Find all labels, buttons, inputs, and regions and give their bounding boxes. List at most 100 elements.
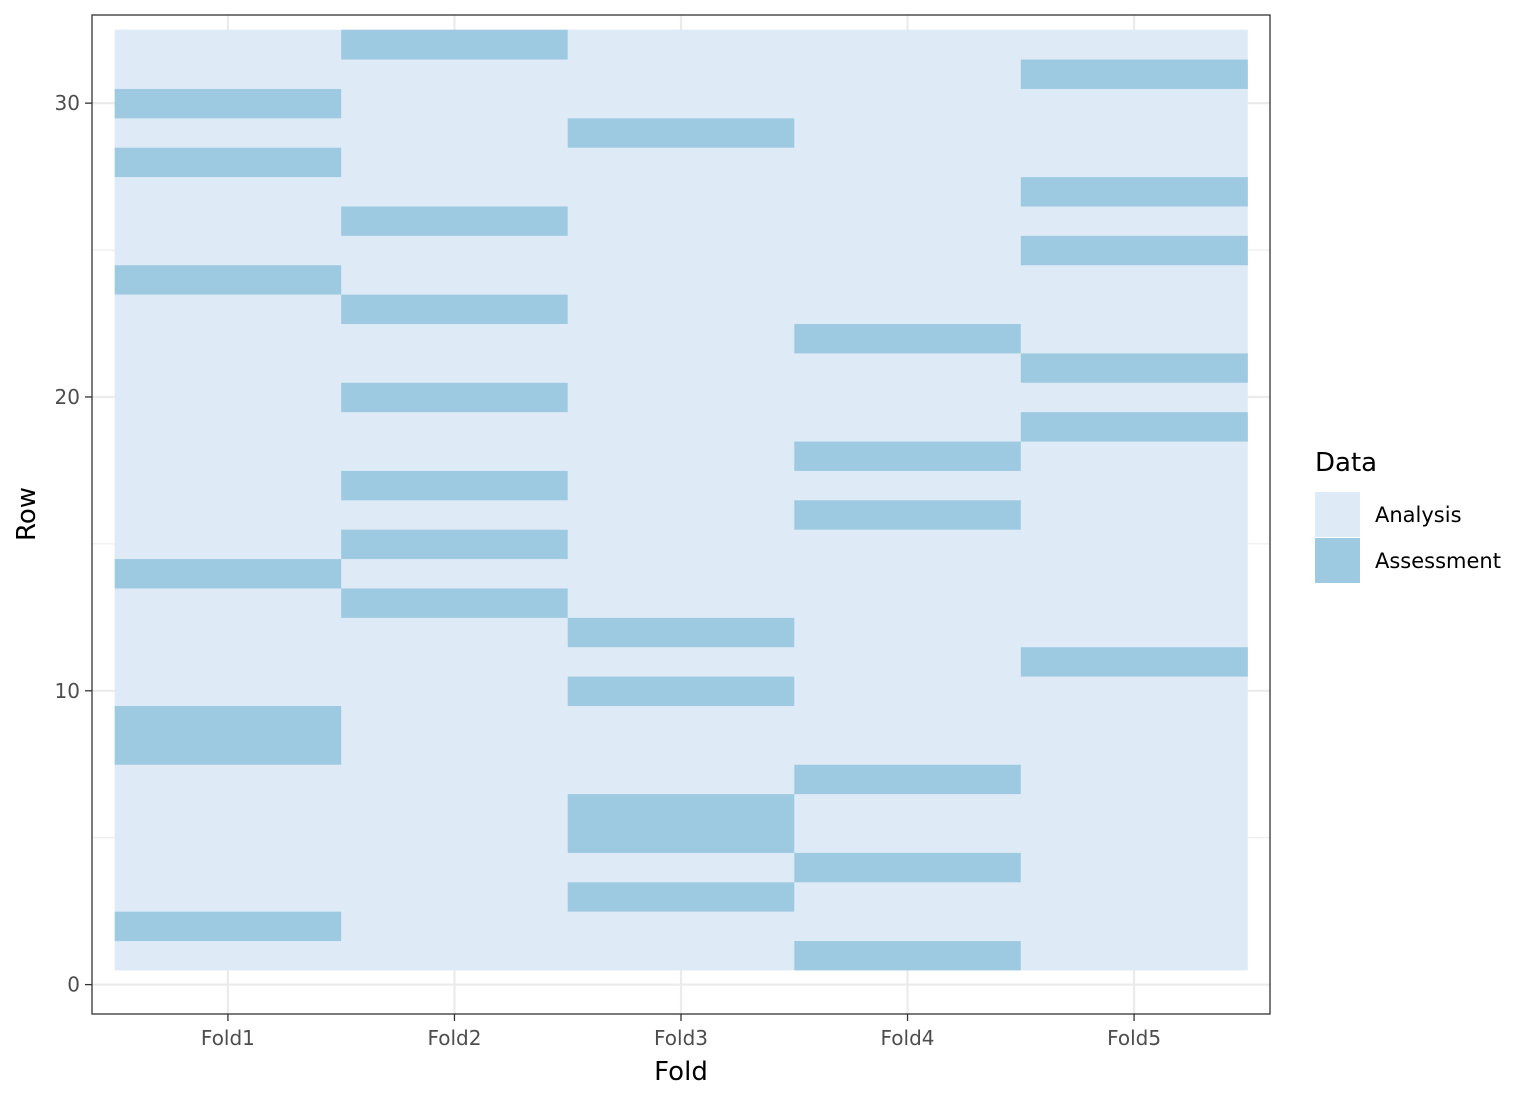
tile-analysis — [341, 411, 569, 442]
tile-analysis — [1020, 705, 1248, 736]
tile-analysis — [567, 529, 795, 560]
tile-analysis — [567, 323, 795, 354]
tile-analysis — [114, 176, 342, 207]
x-axis: Fold1 Fold2 Fold3 Fold4 Fold5 — [201, 1014, 1161, 1050]
legend-label-assessment: Assessment — [1375, 549, 1501, 573]
tile-assessment — [567, 823, 795, 853]
tile-assessment — [341, 294, 569, 325]
tile-analysis — [341, 617, 569, 648]
tile-analysis — [1020, 793, 1248, 824]
tile-assessment — [114, 734, 342, 765]
y-tick-label: 30 — [55, 91, 80, 115]
tile-analysis — [1020, 940, 1248, 971]
tile-assessment — [341, 470, 569, 501]
tile-analysis — [567, 29, 795, 60]
tile-analysis — [794, 352, 1022, 383]
tile-analysis — [341, 793, 569, 824]
tile-analysis — [794, 382, 1022, 413]
tile-assessment — [567, 881, 795, 912]
tile-analysis — [794, 176, 1022, 207]
tile-assessment — [1020, 646, 1248, 677]
tile-analysis — [1020, 676, 1248, 706]
legend-label-analysis: Analysis — [1375, 503, 1462, 527]
tile-assessment — [114, 558, 342, 589]
tile-analysis — [341, 352, 569, 383]
tile-analysis — [341, 176, 569, 207]
tile-assessment — [567, 617, 795, 648]
x-tick-label: Fold4 — [881, 1026, 935, 1050]
legend-key-analysis — [1315, 492, 1360, 537]
tile-analysis — [794, 88, 1022, 119]
tile-analysis — [114, 235, 342, 266]
tile-assessment — [794, 940, 1022, 971]
tile-analysis — [567, 147, 795, 178]
tile-analysis — [341, 823, 569, 853]
tile-analysis — [1020, 852, 1248, 883]
tile-analysis — [794, 411, 1022, 442]
tile-analysis — [341, 147, 569, 178]
tile-analysis — [567, 294, 795, 325]
tile-analysis — [114, 764, 342, 795]
tile-analysis — [567, 940, 795, 971]
tile-assessment — [567, 117, 795, 148]
tile-assessment — [341, 587, 569, 618]
tile-analysis — [567, 734, 795, 765]
tile-analysis — [1020, 294, 1248, 325]
tile-assessment — [567, 793, 795, 824]
x-tick-label: Fold5 — [1107, 1026, 1161, 1050]
tile-analysis — [341, 646, 569, 677]
tile-analysis — [1020, 147, 1248, 178]
tile-analysis — [1020, 441, 1248, 471]
tile-assessment — [114, 147, 342, 178]
tile-analysis — [567, 205, 795, 236]
tile-analysis — [114, 352, 342, 383]
tile-analysis — [341, 499, 569, 530]
tile-analysis — [794, 734, 1022, 765]
tile-analysis — [1020, 617, 1248, 648]
tile-analysis — [794, 529, 1022, 560]
tile-analysis — [341, 117, 569, 148]
tile-analysis — [341, 59, 569, 89]
tile-assessment — [1020, 411, 1248, 442]
tile-analysis — [114, 382, 342, 413]
tile-analysis — [567, 499, 795, 530]
tile-analysis — [1020, 881, 1248, 912]
tile-assessment — [341, 205, 569, 236]
tile-analysis — [114, 441, 342, 471]
tile-analysis — [567, 705, 795, 736]
tile-analysis — [794, 676, 1022, 706]
tile-analysis — [114, 646, 342, 677]
tile-analysis — [794, 705, 1022, 736]
tile-analysis — [567, 176, 795, 207]
tile-assessment — [114, 705, 342, 736]
tile-assessment — [794, 852, 1022, 883]
tile-analysis — [794, 617, 1022, 648]
tile-analysis — [794, 29, 1022, 60]
tile-analysis — [1020, 382, 1248, 413]
tile-analysis — [794, 264, 1022, 295]
tile-analysis — [114, 205, 342, 236]
heatmap-tiles — [114, 29, 1248, 971]
tile-analysis — [341, 852, 569, 883]
tile-analysis — [567, 852, 795, 883]
tile-analysis — [794, 147, 1022, 178]
tile-analysis — [567, 587, 795, 618]
tile-analysis — [114, 117, 342, 148]
x-tick-label: Fold2 — [427, 1026, 481, 1050]
tile-analysis — [794, 235, 1022, 266]
tile-analysis — [114, 411, 342, 442]
tile-assessment — [341, 529, 569, 560]
tile-analysis — [567, 264, 795, 295]
tile-analysis — [1020, 823, 1248, 853]
tile-analysis — [567, 558, 795, 589]
tile-analysis — [114, 529, 342, 560]
tile-assessment — [1020, 59, 1248, 89]
tile-analysis — [567, 764, 795, 795]
tile-assessment — [794, 441, 1022, 471]
tile-analysis — [341, 734, 569, 765]
tile-analysis — [1020, 264, 1248, 295]
x-tick-label: Fold3 — [654, 1026, 708, 1050]
tile-analysis — [794, 823, 1022, 853]
tile-analysis — [1020, 764, 1248, 795]
